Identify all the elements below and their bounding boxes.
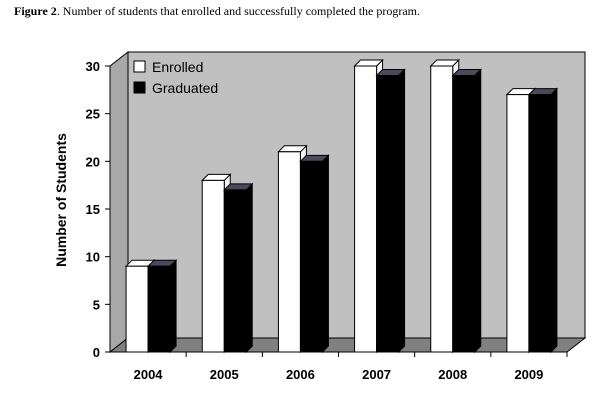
x-tick-label: 2004 [134, 367, 164, 382]
bar-graduated-2009 [527, 87, 559, 354]
x-axis-ticks: 2004 2005 2006 2007 2008 2009 [134, 352, 568, 382]
bar-front [223, 189, 247, 353]
x-tick-label: 2009 [514, 367, 543, 382]
bar-side [398, 68, 406, 354]
x-tick-label: 2005 [210, 367, 239, 382]
figure-caption-text: . Number of students that enrolled and s… [56, 4, 421, 18]
bar-front [506, 94, 530, 353]
bar-side [245, 182, 253, 354]
y-axis-ticks: 0 5 10 15 20 25 30 [86, 59, 110, 360]
figure-label: Figure 2 [14, 4, 57, 18]
bar-graduated-2005 [223, 182, 254, 354]
legend-swatch-graduated [133, 81, 146, 94]
bar-front [147, 265, 171, 353]
legend-label-graduated: Graduated [152, 80, 218, 96]
bar-front [125, 265, 149, 353]
y-tick-label: 30 [86, 59, 100, 74]
x-tick-label: 2007 [362, 367, 391, 382]
y-tick-label: 0 [93, 345, 100, 360]
bar-front [376, 75, 400, 353]
y-tick-label: 15 [86, 202, 100, 217]
y-tick-label: 20 [86, 154, 100, 169]
bar-side [474, 68, 482, 354]
bar-front [277, 151, 301, 353]
x-tick-label: 2006 [286, 367, 315, 382]
legend-label-enrolled: Enrolled [152, 59, 203, 75]
y-tick-label: 25 [86, 107, 100, 122]
bar-front [201, 179, 225, 353]
y-tick-label: 10 [86, 250, 100, 265]
bar-front [452, 75, 476, 353]
y-axis-label: Number of Students [53, 133, 69, 267]
figure-caption: Figure 2. Number of students that enroll… [14, 4, 420, 19]
bar-graduated-2004 [146, 258, 178, 354]
legend: Enrolled Graduated [133, 59, 218, 96]
side-wall [109, 50, 129, 354]
bar-graduated-2007 [375, 68, 406, 354]
bar-side [321, 154, 329, 354]
bar-series [124, 58, 559, 354]
bar-front [430, 65, 454, 353]
bar-graduated-2008 [451, 68, 482, 354]
bar-graduated-2006 [299, 154, 330, 354]
bar-side [169, 258, 177, 354]
y-tick-label: 5 [93, 297, 100, 312]
x-tick-label: 2008 [438, 367, 467, 382]
legend-swatch-enrolled [133, 60, 146, 73]
bar-side [550, 87, 558, 354]
bar-front [354, 65, 378, 353]
bar-front [528, 94, 552, 353]
bar-front [299, 160, 323, 353]
